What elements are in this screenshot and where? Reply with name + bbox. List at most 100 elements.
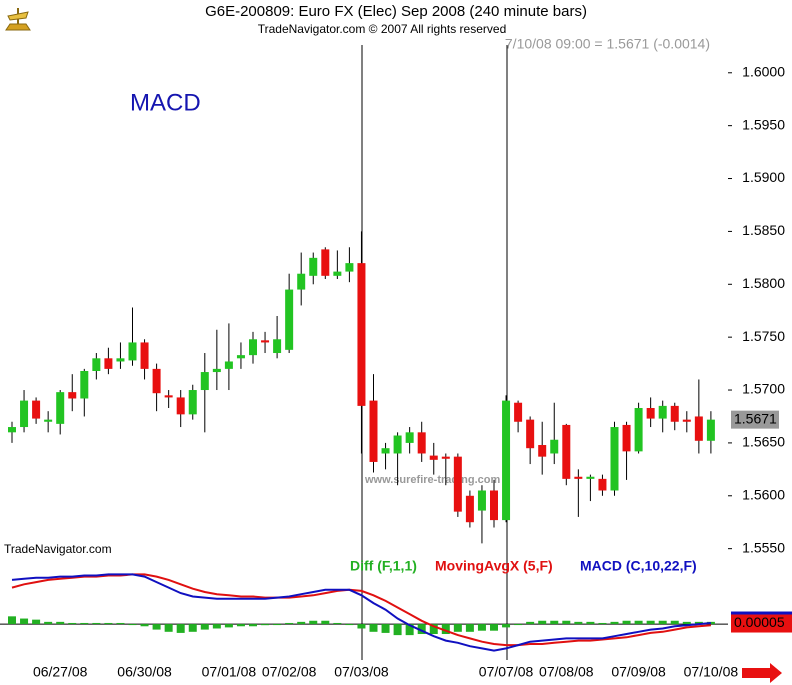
histogram-bar xyxy=(116,622,125,625)
x-tick-label: 07/02/08 xyxy=(262,664,317,680)
candle-body xyxy=(453,456,462,512)
histogram-bar xyxy=(465,624,474,632)
histogram-bar xyxy=(152,624,161,630)
histogram-bar xyxy=(646,620,655,625)
histogram-bar xyxy=(369,624,378,632)
histogram-bar xyxy=(574,621,583,625)
candle-body xyxy=(682,419,691,422)
candle-body xyxy=(224,361,233,369)
candle-body xyxy=(502,400,511,521)
histogram-bar xyxy=(273,624,282,626)
histogram-bar xyxy=(670,620,679,625)
scroll-arrow[interactable] xyxy=(742,663,782,683)
indicator-line xyxy=(11,573,711,652)
histogram-bar xyxy=(706,621,715,625)
x-tick-label: 07/01/08 xyxy=(202,664,257,680)
candle-body xyxy=(249,339,257,356)
y-tick-label: 1.5900 xyxy=(742,169,785,185)
candle-body xyxy=(116,358,125,362)
candle-body xyxy=(152,368,161,394)
candle-body xyxy=(417,432,426,454)
candle-body xyxy=(441,456,450,459)
candle-body xyxy=(369,400,378,462)
candle-body xyxy=(176,397,185,415)
candle-body xyxy=(68,392,77,399)
histogram-bar xyxy=(56,621,65,625)
candle-body xyxy=(140,342,149,369)
candle-body xyxy=(273,339,282,354)
panel-label: MACD xyxy=(130,89,201,116)
candle-body xyxy=(92,358,101,371)
histogram-bar xyxy=(8,616,16,625)
candle-body xyxy=(345,263,354,272)
candle-body xyxy=(526,419,535,449)
histogram-bar xyxy=(200,624,209,630)
y-tick-label: 1.5700 xyxy=(742,381,785,397)
histogram-bar xyxy=(441,624,450,635)
legend-entry: Diff (F,1,1) xyxy=(350,558,417,574)
histogram-bar xyxy=(393,624,402,636)
logo xyxy=(5,8,31,31)
histogram-bar xyxy=(345,624,354,626)
histogram-bar xyxy=(694,621,703,625)
candle-body xyxy=(56,392,65,424)
candle-body xyxy=(261,340,270,343)
histogram-bar xyxy=(188,624,197,632)
candle-body xyxy=(586,476,595,479)
price-panel: 1.6000 1.5950 1.5900 1.5850 1.5800 1.5750 1.57… xyxy=(8,63,785,680)
x-tick-label: 07/08/08 xyxy=(539,664,594,680)
candle-body xyxy=(20,400,29,428)
candle-body xyxy=(80,370,89,399)
candle-body xyxy=(574,476,583,479)
indicator-panel: 0.00005 Diff (F,1,1) MovingAvgX (5,F) MACD … xyxy=(0,558,792,652)
histogram-bar xyxy=(526,621,535,625)
histogram-bar xyxy=(20,618,29,625)
histogram-bar xyxy=(634,620,643,625)
candle-body xyxy=(514,402,523,422)
legend-entry: MovingAvgX (5,F) xyxy=(435,558,553,574)
histogram-bar xyxy=(212,624,221,629)
candle-body xyxy=(32,400,41,419)
histogram-bar xyxy=(285,622,294,625)
status-readout: 7/10/08 09:00 = 1.5671 (-0.0014) xyxy=(505,36,710,52)
histogram-bar xyxy=(128,624,137,626)
y-tick-label: 1.5650 xyxy=(742,434,785,450)
candle-body xyxy=(538,445,547,457)
candle-body xyxy=(381,448,390,454)
candle-body xyxy=(405,432,414,443)
x-tick-label: 07/03/08 xyxy=(334,664,389,680)
histogram-bar xyxy=(249,624,257,627)
candle-body xyxy=(357,263,366,406)
histogram-bar xyxy=(224,624,233,628)
histogram-bar xyxy=(514,624,523,626)
copyright: TradeNavigator.com © 2007 All rights res… xyxy=(258,22,507,36)
histogram-bar xyxy=(68,622,77,625)
candle-body xyxy=(393,435,402,454)
y-tick-label: 0.00005 xyxy=(734,614,785,630)
y-tick-label: 1.6000 xyxy=(742,63,785,79)
chart-title: G6E-200809: Euro FX (Elec) Sep 2008 (240… xyxy=(205,3,587,20)
histogram-bar xyxy=(381,624,390,633)
candle-body xyxy=(490,490,498,521)
candle-body xyxy=(104,358,113,369)
histogram-bar xyxy=(44,621,53,625)
y-tick-label: 1.5750 xyxy=(742,328,785,344)
histogram-bar xyxy=(610,621,619,625)
candle-body xyxy=(309,257,318,276)
x-tick-label: 07/07/08 xyxy=(479,664,534,680)
histogram-bar xyxy=(538,620,547,625)
histogram-bar xyxy=(309,620,318,625)
legend-entry: MACD (C,10,22,F) xyxy=(580,558,697,574)
histogram-bar xyxy=(321,620,330,625)
x-tick-label: 07/10/08 xyxy=(684,664,739,680)
candle-body xyxy=(622,424,631,452)
histogram-bar xyxy=(477,624,486,631)
histogram-bar xyxy=(622,620,631,625)
y-tick-box xyxy=(731,614,792,633)
candle-body xyxy=(634,408,643,452)
histogram-bar xyxy=(562,620,571,625)
histogram-bar xyxy=(357,624,366,629)
histogram-bar xyxy=(658,620,667,625)
candle-body xyxy=(562,424,571,479)
